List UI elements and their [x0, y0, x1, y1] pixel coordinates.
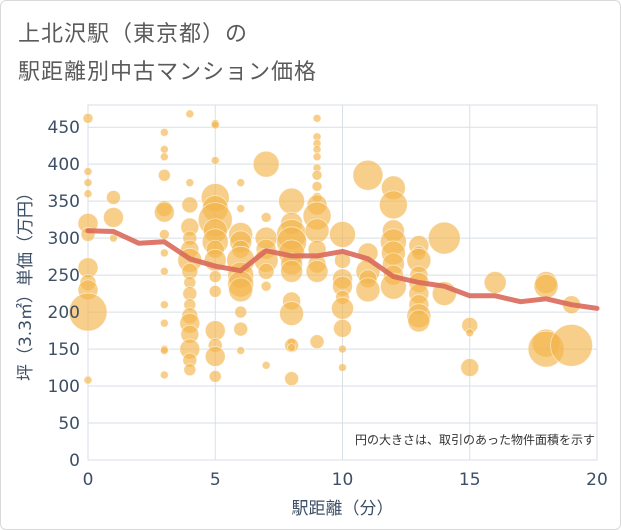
data-bubble	[355, 277, 381, 303]
data-bubble	[159, 152, 169, 162]
data-bubble	[208, 284, 222, 298]
data-bubble	[329, 221, 356, 248]
data-bubble	[533, 273, 559, 299]
data-bubble	[312, 144, 322, 154]
data-bubble	[279, 301, 305, 326]
y-tick-label: 450	[48, 118, 80, 138]
y-tick-label: 150	[48, 340, 80, 360]
average-price-line	[85, 228, 600, 311]
y-tick-label: 200	[48, 303, 80, 323]
y-tick-label: 300	[48, 229, 80, 249]
data-bubble	[210, 156, 220, 165]
data-bubble	[460, 358, 480, 377]
y-tick-label: 250	[48, 266, 80, 286]
data-bubble	[83, 178, 93, 188]
data-bubble	[159, 144, 169, 154]
data-bubble	[208, 270, 222, 283]
data-bubble	[333, 318, 352, 338]
data-bubble	[287, 343, 297, 352]
data-bubble	[183, 363, 197, 377]
data-bubble	[236, 346, 246, 355]
data-bubble	[236, 178, 246, 188]
data-bubble	[204, 320, 226, 341]
x-tick-label: 0	[83, 470, 94, 490]
data-bubble	[252, 150, 280, 178]
data-bubble	[210, 120, 220, 130]
x-tick-label: 10	[332, 470, 354, 490]
data-bubble	[106, 190, 121, 205]
data-bubble	[159, 318, 169, 328]
axis-ticks: 0 50 100 150 200 250 300 350 400 450 0 5 10 15 20	[48, 118, 608, 490]
data-bubble	[83, 167, 93, 176]
trend-line	[85, 228, 600, 311]
data-bubble	[311, 169, 323, 181]
data-bubble	[68, 292, 108, 332]
data-bubble	[312, 152, 322, 162]
y-axis-title: 坪（3.3㎡）単価（万円）	[16, 184, 36, 381]
data-bubble	[427, 221, 461, 255]
data-bubble	[159, 370, 169, 380]
data-bubble	[157, 168, 171, 182]
y-tick-label: 400	[48, 155, 80, 175]
data-bubble	[159, 346, 169, 355]
data-bubble	[228, 277, 254, 303]
data-bubble	[204, 346, 226, 367]
data-bubble	[185, 178, 195, 188]
data-bubble	[158, 229, 170, 240]
x-axis-title: 駅距離（分）	[292, 499, 394, 519]
data-bubble	[465, 328, 475, 338]
chart-title-line1: 上北沢駅（東京都）の	[18, 22, 249, 47]
data-bubble	[261, 360, 271, 370]
data-bubble	[83, 189, 93, 199]
data-bubble	[159, 127, 169, 137]
data-bubble	[82, 112, 94, 124]
bubble-size-note: 円の大きさは、取引のあった物件面積を示す	[355, 432, 595, 447]
data-bubble	[181, 196, 199, 214]
data-bubble	[312, 113, 322, 123]
data-bubble	[311, 180, 323, 192]
data-bubble	[233, 321, 249, 337]
data-bubble	[284, 371, 300, 387]
data-bubble	[407, 309, 431, 333]
data-bubble	[338, 363, 347, 372]
data-bubble	[352, 159, 384, 191]
data-bubble	[153, 201, 175, 223]
y-tick-label: 0	[69, 451, 80, 471]
data-bubble	[331, 296, 354, 320]
data-bubble	[278, 187, 306, 215]
data-bubble	[208, 370, 222, 383]
data-bubble	[159, 300, 169, 310]
data-bubble	[338, 344, 347, 354]
data-bubble	[309, 334, 325, 350]
x-tick-label: 20	[586, 470, 608, 490]
data-bubble	[185, 109, 195, 119]
data-bubble	[257, 263, 275, 280]
data-bubble	[280, 260, 304, 283]
data-bubble	[236, 204, 246, 213]
data-bubble	[234, 305, 248, 319]
data-bubble	[305, 260, 329, 283]
data-bubble	[550, 323, 593, 367]
data-bubble	[260, 280, 272, 292]
bubbles	[68, 109, 593, 387]
data-bubble	[159, 248, 169, 258]
data-bubble	[378, 190, 408, 220]
data-bubble	[103, 207, 124, 228]
data-bubble	[304, 218, 330, 244]
y-tick-label: 350	[48, 192, 80, 212]
data-bubble	[159, 267, 169, 276]
data-bubble	[483, 271, 507, 294]
y-tick-label: 100	[48, 377, 80, 397]
data-bubble	[260, 212, 272, 223]
data-bubble	[83, 375, 93, 385]
chart-title-line2: 駅距離別中古マンション価格	[18, 60, 318, 85]
x-tick-label: 15	[459, 470, 481, 490]
x-tick-label: 5	[210, 470, 221, 490]
y-tick-label: 50	[58, 414, 80, 434]
